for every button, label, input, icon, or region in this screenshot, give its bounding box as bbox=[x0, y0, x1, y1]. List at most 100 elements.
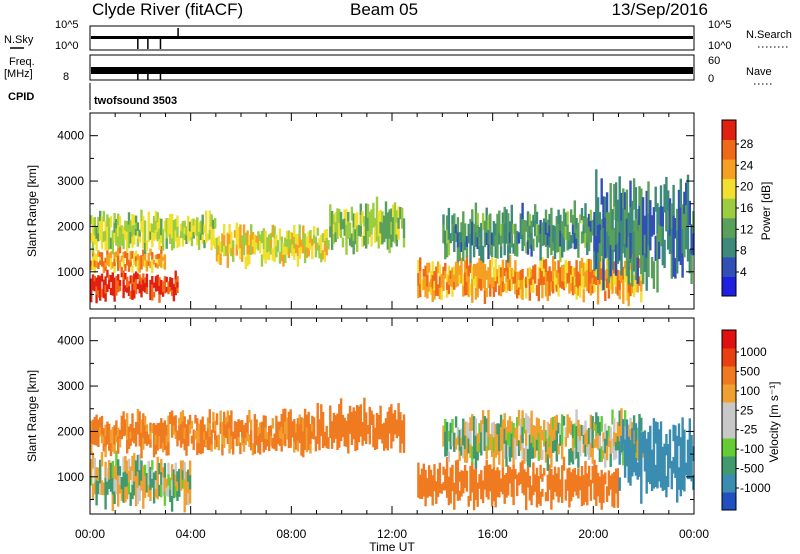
echo-cell bbox=[507, 278, 510, 291]
echo-cell bbox=[605, 244, 609, 258]
echo-cell bbox=[169, 233, 172, 244]
echo-cell bbox=[309, 424, 312, 435]
echo-cell bbox=[127, 224, 131, 237]
echo-cell bbox=[521, 471, 524, 483]
echo-cell bbox=[143, 415, 147, 426]
echo-cell bbox=[573, 276, 576, 286]
echo-cell bbox=[514, 448, 517, 460]
echo-cell bbox=[374, 217, 377, 227]
echo-cell bbox=[161, 291, 165, 297]
echo-cell bbox=[99, 292, 102, 301]
echo-cell bbox=[433, 464, 436, 474]
echo-cell bbox=[142, 279, 145, 286]
echo-cell bbox=[525, 471, 528, 485]
echo-cell bbox=[605, 430, 609, 446]
echo-cell bbox=[151, 292, 154, 301]
echo-cell bbox=[605, 277, 609, 288]
echo-cell bbox=[226, 232, 229, 245]
echo-cell bbox=[363, 225, 366, 236]
echo-cell bbox=[113, 434, 116, 445]
echo-cell bbox=[190, 236, 194, 247]
echo-cell bbox=[136, 230, 140, 239]
echo-cell bbox=[131, 291, 134, 300]
echo-cell bbox=[99, 210, 102, 221]
echo-cell bbox=[582, 224, 585, 234]
echo-cell bbox=[505, 473, 508, 482]
colorbar-segment bbox=[722, 330, 736, 349]
echo-cell bbox=[618, 204, 621, 233]
echo-cell bbox=[593, 274, 596, 284]
echo-cell bbox=[365, 203, 368, 219]
echo-cell bbox=[546, 232, 549, 246]
echo-cell bbox=[492, 221, 496, 234]
echo-cell bbox=[483, 439, 487, 451]
echo-cell bbox=[133, 234, 136, 245]
echo-cell bbox=[224, 417, 228, 425]
echo-cell bbox=[368, 224, 371, 237]
echo-cell bbox=[285, 238, 289, 248]
echo-cell bbox=[99, 459, 102, 472]
echo-cell bbox=[553, 261, 557, 271]
echo-cell bbox=[266, 432, 269, 440]
echo-cell bbox=[115, 427, 118, 436]
echo-cell bbox=[629, 232, 632, 260]
echo-cell bbox=[401, 427, 404, 436]
echo-cell bbox=[480, 420, 483, 433]
colorbar-segment bbox=[722, 139, 736, 160]
echo-cell bbox=[250, 234, 253, 245]
echo-cell bbox=[334, 231, 337, 242]
echo-cell bbox=[154, 479, 158, 489]
echo-cell bbox=[329, 215, 332, 227]
echo-cell bbox=[445, 274, 449, 283]
echo-cell bbox=[435, 276, 438, 287]
echo-cell bbox=[586, 429, 589, 439]
echo-cell bbox=[521, 279, 524, 290]
echo-cell bbox=[118, 260, 122, 268]
velocity-ylabel: Slant Range [km] bbox=[25, 370, 39, 462]
echo-cell bbox=[496, 486, 499, 498]
echo-cell bbox=[449, 233, 452, 244]
echo-cell bbox=[505, 259, 508, 272]
echo-cell bbox=[336, 413, 339, 426]
echo-cell bbox=[577, 488, 580, 499]
echo-cell bbox=[323, 250, 327, 262]
echo-cell bbox=[629, 269, 632, 283]
echo-cell bbox=[458, 490, 461, 501]
velocity-colorbar-label: Velocity [m s⁻¹] bbox=[767, 381, 781, 462]
echo-cell bbox=[602, 432, 605, 442]
echo-cell bbox=[496, 269, 499, 277]
echo-cell bbox=[241, 252, 244, 262]
echo-cell bbox=[507, 245, 510, 263]
echo-cell bbox=[539, 259, 542, 269]
echo-cell bbox=[620, 435, 623, 453]
echo-cell bbox=[424, 286, 427, 298]
echo-cell bbox=[577, 468, 580, 479]
echo-cell bbox=[638, 258, 641, 268]
echo-cell bbox=[478, 432, 481, 443]
echo-cell bbox=[463, 223, 467, 233]
echo-cell bbox=[665, 475, 668, 498]
echo-cell bbox=[118, 429, 122, 439]
echo-cell bbox=[523, 278, 526, 288]
echo-cell bbox=[259, 246, 262, 254]
date-label: 13/Sep/2016 bbox=[612, 0, 708, 19]
echo-cell bbox=[438, 472, 442, 484]
echo-cell bbox=[559, 487, 562, 497]
echo-cell bbox=[348, 222, 352, 231]
echo-cell bbox=[595, 235, 598, 270]
echo-cell bbox=[343, 417, 346, 428]
echo-cell bbox=[321, 435, 325, 448]
echo-cell bbox=[595, 276, 598, 285]
echo-cell bbox=[485, 459, 488, 473]
echo-cell bbox=[321, 250, 325, 260]
echo-cell bbox=[230, 231, 233, 241]
echo-cell bbox=[607, 436, 611, 447]
echo-cell bbox=[685, 182, 688, 206]
echo-cell bbox=[460, 231, 463, 243]
echo-cell bbox=[151, 478, 154, 488]
echo-cell bbox=[562, 264, 566, 274]
echo-cell bbox=[163, 420, 167, 431]
echo-cell bbox=[454, 460, 458, 472]
echo-cell bbox=[187, 224, 190, 234]
echo-cell bbox=[99, 252, 102, 257]
